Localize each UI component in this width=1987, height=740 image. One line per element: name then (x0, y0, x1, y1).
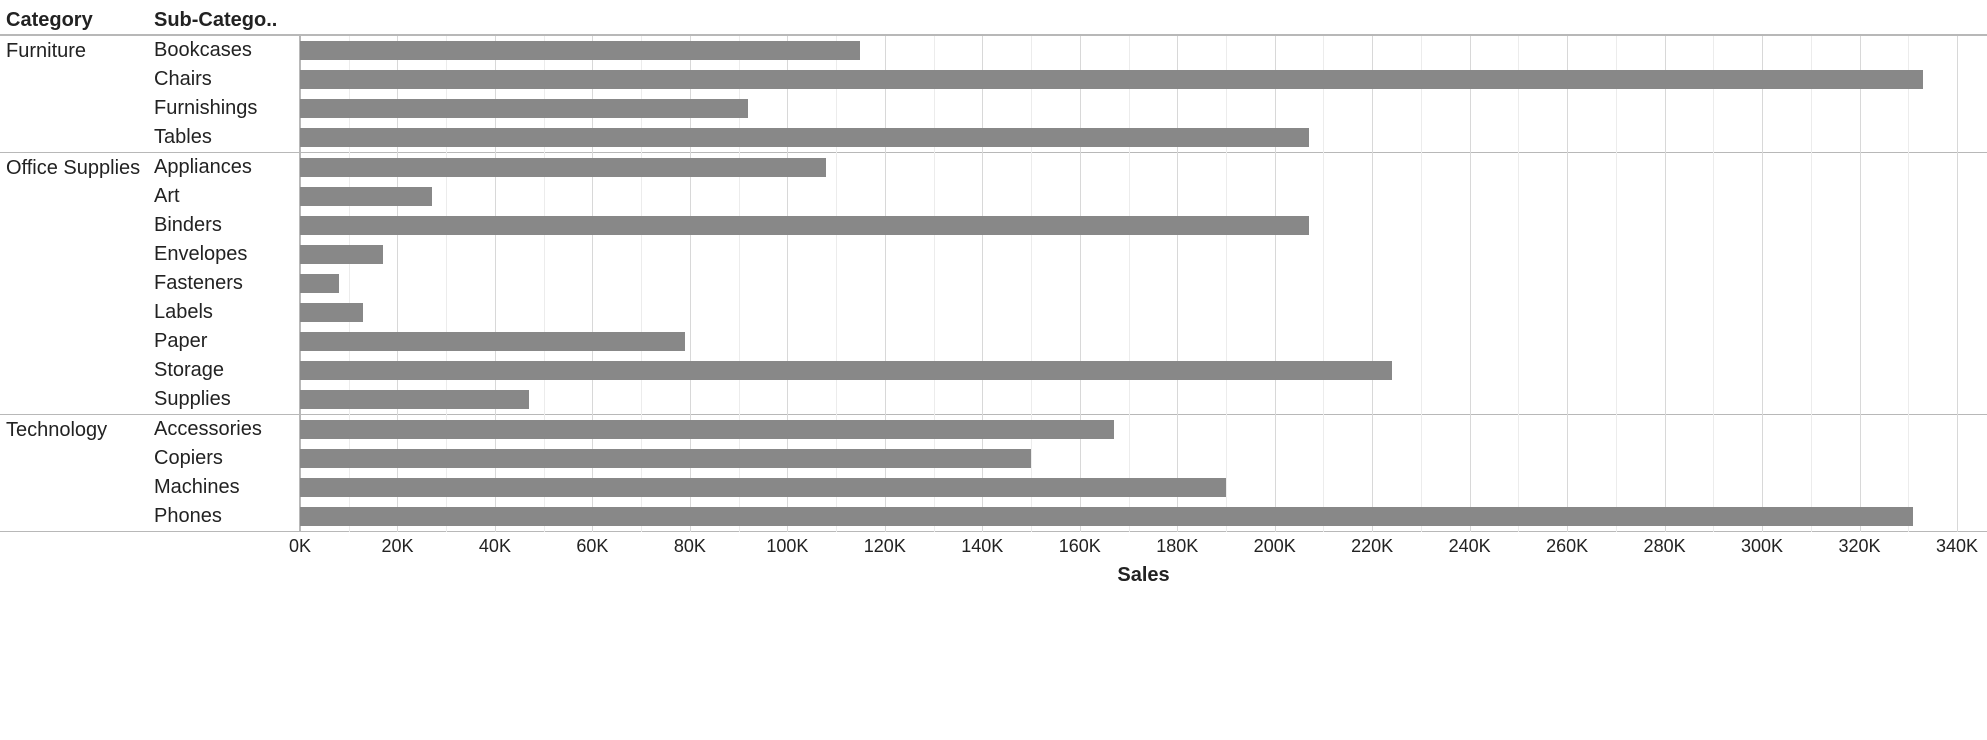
bar[interactable] (300, 187, 432, 207)
bar-row: Supplies (0, 385, 1987, 414)
x-tick-label: 240K (1449, 536, 1491, 557)
bar[interactable] (300, 478, 1226, 498)
category-group: FurnitureBookcases Chairs Furnishings Table… (0, 36, 1987, 153)
subcategory-label: Machines (150, 476, 300, 499)
x-tick-label: 40K (479, 536, 511, 557)
bar[interactable] (300, 274, 339, 294)
bar[interactable] (300, 245, 383, 265)
x-tick-label: 340K (1936, 536, 1978, 557)
x-tick-label: 160K (1059, 536, 1101, 557)
bar[interactable] (300, 303, 363, 323)
x-tick-label: 60K (576, 536, 608, 557)
bar[interactable] (300, 158, 826, 178)
subcategory-label: Appliances (150, 156, 300, 179)
subcategory-label: Fasteners (150, 272, 300, 295)
x-tick-label: 140K (961, 536, 1003, 557)
bar[interactable] (300, 70, 1923, 90)
subcategory-label: Tables (150, 126, 300, 149)
category-label: Furniture (0, 36, 150, 63)
subcategory-label: Art (150, 185, 300, 208)
subcategory-label: Envelopes (150, 243, 300, 266)
chart-body: FurnitureBookcases Chairs Furnishings Table… (0, 36, 1987, 532)
subcategory-label: Phones (150, 505, 300, 528)
bar-row: Office SuppliesAppliances (0, 153, 1987, 182)
bar[interactable] (300, 99, 748, 119)
bar-row: TechnologyAccessories (0, 415, 1987, 444)
bar-row: Machines (0, 473, 1987, 502)
subcategory-label: Binders (150, 214, 300, 237)
subcategory-label: Storage (150, 359, 300, 382)
bar-row: Phones (0, 502, 1987, 531)
subcategory-label: Furnishings (150, 97, 300, 120)
bar-row: Furnishings (0, 94, 1987, 123)
sales-by-subcategory-chart: Category Sub-Catego.. FurnitureBookcases… (0, 0, 1987, 587)
bar-row: Art (0, 182, 1987, 211)
bar[interactable] (300, 216, 1309, 236)
bar-row: Tables (0, 123, 1987, 152)
x-tick-label: 20K (381, 536, 413, 557)
bar[interactable] (300, 128, 1309, 148)
x-tick-label: 0K (289, 536, 311, 557)
header-category: Category (0, 9, 150, 32)
bar-row: Fasteners (0, 269, 1987, 298)
bar-row: Chairs (0, 65, 1987, 94)
bar[interactable] (300, 449, 1031, 469)
bar[interactable] (300, 41, 860, 61)
x-axis-title: Sales (300, 562, 1987, 587)
bar[interactable] (300, 332, 685, 352)
subcategory-label: Accessories (150, 418, 300, 441)
category-label: Technology (0, 415, 150, 442)
bar-row: FurnitureBookcases (0, 36, 1987, 65)
header-subcategory: Sub-Catego.. (150, 9, 300, 32)
subcategory-label: Bookcases (150, 39, 300, 62)
subcategory-label: Chairs (150, 68, 300, 91)
x-axis: 0K 20K 40K 60K 80K 100K 120K 140K 160K 180K 200K 22… (0, 532, 1987, 562)
x-tick-label: 80K (674, 536, 706, 557)
x-tick-label: 200K (1254, 536, 1296, 557)
bar-row: Labels (0, 298, 1987, 327)
x-tick-label: 100K (766, 536, 808, 557)
subcategory-label: Paper (150, 330, 300, 353)
x-axis-ticks: 0K20K40K60K80K100K120K140K160K180K200K22… (300, 532, 1987, 562)
x-tick-label: 180K (1156, 536, 1198, 557)
category-group: Office SuppliesAppliances Art Binders Envel… (0, 153, 1987, 415)
bar[interactable] (300, 420, 1114, 440)
bar-row: Binders (0, 211, 1987, 240)
bar-row: Paper (0, 327, 1987, 356)
bar-row: Copiers (0, 444, 1987, 473)
x-tick-label: 300K (1741, 536, 1783, 557)
bar[interactable] (300, 390, 529, 410)
bar-row: Storage (0, 356, 1987, 385)
column-headers: Category Sub-Catego.. (0, 0, 1987, 36)
category-label: Office Supplies (0, 153, 150, 180)
bar-row: Envelopes (0, 240, 1987, 269)
x-tick-label: 280K (1644, 536, 1686, 557)
subcategory-label: Labels (150, 301, 300, 324)
x-tick-label: 320K (1838, 536, 1880, 557)
x-tick-label: 260K (1546, 536, 1588, 557)
subcategory-label: Copiers (150, 447, 300, 470)
x-tick-label: 120K (864, 536, 906, 557)
bar[interactable] (300, 361, 1392, 381)
category-group: TechnologyAccessories Copiers Machines Phon… (0, 415, 1987, 532)
x-tick-label: 220K (1351, 536, 1393, 557)
bar[interactable] (300, 507, 1913, 527)
subcategory-label: Supplies (150, 388, 300, 411)
